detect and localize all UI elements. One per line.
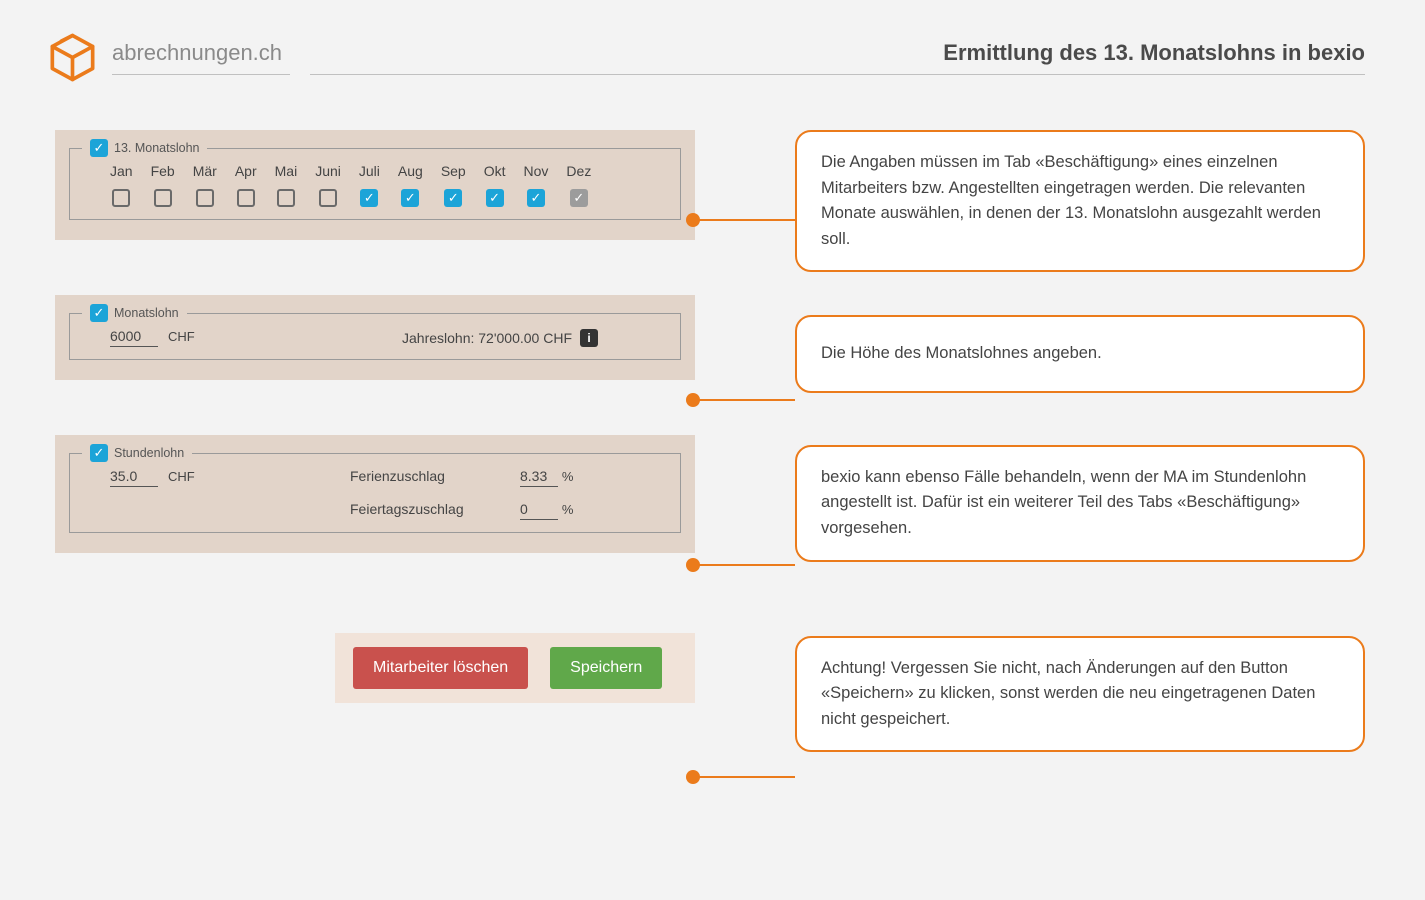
legend-sl: Stundenlohn [114,446,184,460]
page-title: Ermittlung des 13. Monatslohns in bexio [310,40,1365,75]
callout-4: Achtung! Vergessen Sie nicht, nach Änder… [795,636,1365,753]
checkbox-ml[interactable]: ✓ [90,304,108,322]
info-icon[interactable]: i [580,329,598,347]
month-checkbox[interactable]: ✓ [527,189,545,207]
month-label: Mai [275,163,298,179]
button-row: Mitarbeiter löschen Speichern [335,633,695,703]
month-checkbox[interactable]: ✓ [486,189,504,207]
month-checkbox[interactable]: ✓ [360,189,378,207]
month-label: Sep [441,163,466,179]
checkbox-sl[interactable]: ✓ [90,444,108,462]
month-checkbox[interactable] [154,189,172,207]
month-checkbox[interactable] [112,189,130,207]
ferien-value[interactable]: 8.33 [520,468,558,487]
ferien-pct: % [562,469,574,484]
jahreslohn-label: Jahreslohn: 72'000.00 CHF [402,330,572,346]
month-label: Apr [235,163,257,179]
month-nov: Nov ✓ [524,163,549,207]
month-apr: Apr [235,163,257,207]
monatslohn-value[interactable]: 6000 [110,328,158,347]
callout-3-text: bexio kann ebenso Fälle behandeln, wenn … [821,468,1306,537]
month-feb: Feb [151,163,175,207]
feier-pct: % [562,502,574,517]
panel-monatslohn: ✓ Monatslohn 6000 CHF Jahreslohn: 72'000… [55,295,695,380]
month-label: Jan [110,163,133,179]
month-checkbox[interactable] [237,189,255,207]
callout-2: Die Höhe des Monatslohnes angeben. [795,315,1365,393]
month-checkbox[interactable] [319,189,337,207]
feier-value[interactable]: 0 [520,501,558,520]
month-label: Juni [315,163,341,179]
checkbox-13ml[interactable]: ✓ [90,139,108,157]
brand-name: abrechnungen.ch [112,40,290,75]
callout-3: bexio kann ebenso Fälle behandeln, wenn … [795,445,1365,562]
month-juli: Juli ✓ [359,163,380,207]
callout-2-text: Die Höhe des Monatslohnes angeben. [821,344,1102,362]
month-label: Aug [398,163,423,179]
panel-13-monatslohn: ✓ 13. Monatslohn Jan Feb Mär Apr Mai Juni Juli… [55,130,695,240]
panel-stundenlohn: ✓ Stundenlohn 35.0 CHF Ferienzuschlag 8.… [55,435,695,553]
month-juni: Juni [315,163,341,207]
ferien-label: Ferienzuschlag [350,468,520,484]
callout-1: Die Angaben müssen im Tab «Beschäftigung… [795,130,1365,272]
connector-line-3 [693,564,795,566]
month-checkbox[interactable]: ✓ [570,189,588,207]
month-checkbox[interactable]: ✓ [401,189,419,207]
month-jan: Jan [110,163,133,207]
callout-4-text: Achtung! Vergessen Sie nicht, nach Änder… [821,659,1315,728]
connector-line-4 [693,776,795,778]
connector-line-1 [693,219,795,221]
feier-label: Feiertagszuschlag [350,501,520,517]
cube-logo-icon [45,30,100,85]
month-okt: Okt ✓ [484,163,506,207]
month-checkbox[interactable] [196,189,214,207]
month-label: Mär [193,163,217,179]
month-label: Dez [566,163,591,179]
page-header: abrechnungen.ch Ermittlung des 13. Monat… [0,0,1425,95]
legend-13ml: 13. Monatslohn [114,141,199,155]
month-label: Okt [484,163,506,179]
month-mär: Mär [193,163,217,207]
month-label: Nov [524,163,549,179]
connector-line-2 [693,399,795,401]
save-button[interactable]: Speichern [550,647,662,689]
stundenlohn-currency: CHF [168,469,195,484]
month-checkbox[interactable] [277,189,295,207]
month-sep: Sep ✓ [441,163,466,207]
callout-1-text: Die Angaben müssen im Tab «Beschäftigung… [821,153,1321,248]
month-checkbox[interactable]: ✓ [444,189,462,207]
monatslohn-currency: CHF [168,329,195,344]
legend-ml: Monatslohn [114,306,179,320]
month-mai: Mai [275,163,298,207]
delete-button[interactable]: Mitarbeiter löschen [353,647,528,689]
month-label: Feb [151,163,175,179]
month-aug: Aug ✓ [398,163,423,207]
month-dez: Dez ✓ [566,163,591,207]
month-label: Juli [359,163,380,179]
stundenlohn-value[interactable]: 35.0 [110,468,158,487]
